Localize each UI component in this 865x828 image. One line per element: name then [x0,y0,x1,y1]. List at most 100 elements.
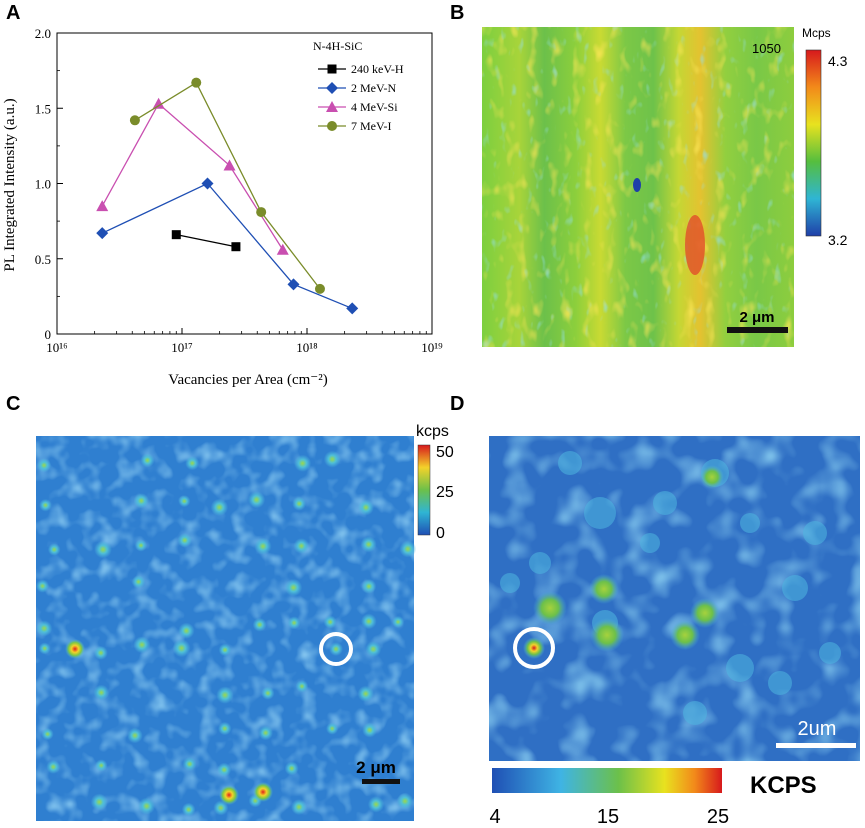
bright-emitter-spot [65,639,85,659]
legend-marker [327,121,337,131]
x-tick-label: 10¹⁹ [421,340,443,355]
y-axis-label: PL Integrated Intensity (a.u.) [2,98,18,271]
data-point-1 [96,227,109,240]
data-point-3 [256,207,267,218]
emitter-spot [293,454,312,472]
map-d-spots [500,451,841,725]
circled-emitter-spot [523,637,545,659]
emitter-spot [326,722,339,735]
map-c-colorbar-unit: kcps [416,423,449,440]
map-d-tick-4: 4 [489,806,500,828]
background-spot [640,533,660,553]
emitter-spot [323,450,341,468]
emitter-spot [284,578,303,597]
y-tick-label: 1.0 [35,177,51,192]
panel-label-d: D [450,393,465,415]
data-point-1 [287,278,300,291]
background-spot [500,573,520,593]
emitter-spot [258,725,274,741]
emitter-spot [131,575,146,589]
data-point-2 [276,243,289,255]
map-c-tick-0: 0 [436,525,445,542]
emitter-spot [399,540,417,558]
emitter-spot [589,574,619,604]
emitter-spot [360,613,377,630]
panel-label-c: C [6,393,21,415]
emitter-spot [216,686,234,704]
emitter-spot [39,498,52,512]
emitter-spot [213,800,229,816]
background-spot [803,521,827,545]
emitter-spot [181,802,196,817]
pl-map-d: 2um KCPS 4 15 25 [489,436,860,828]
emitter-spot [365,641,382,658]
map-c-scalebar-label: 2 μm [356,758,396,777]
x-tick-label: 10¹⁷ [171,340,192,355]
emitter-spot [292,496,307,511]
emitter-spot [94,540,112,559]
emitter-spot [252,617,267,632]
emitter-spot [95,759,108,772]
emitter-spot [177,532,192,548]
emitter-spot [295,679,309,693]
circled-emitter-spot [329,642,343,656]
panel-label-b: B [450,2,465,24]
data-point-1 [201,177,214,190]
emitter-spot [36,458,52,473]
data-point-3 [191,77,202,88]
emitter-spot [357,685,374,703]
emitter-spot [36,620,53,637]
y-tick-label: 1.5 [35,101,51,116]
panel-label-a: A [6,2,21,24]
bright-emitter-spot [253,782,273,802]
pl-map-c: 2 μm kcps 50 25 0 [35,423,454,821]
emitter-spot [533,591,567,625]
emitter-spot [140,453,155,468]
emitter-spot [284,761,299,776]
emitter-spot [357,499,374,516]
data-point-3 [314,283,325,294]
y-tick-label: 0 [45,327,52,342]
emitter-spot [127,727,143,744]
map-b-dark-spot [633,178,641,192]
emitter-spot [138,797,156,815]
emitter-spot [178,495,191,508]
emitter-spot [46,759,61,774]
pl-map-b: 1050 2 μm Mcps 4.3 3.2 [482,26,848,347]
plot-frame [56,32,433,335]
data-point-2 [96,200,109,212]
map-d-scalebar [776,743,856,748]
background-spot [653,491,677,515]
emitter-spot [287,616,301,630]
map-b-colorbar-max: 4.3 [828,53,848,69]
background-spot [558,451,582,475]
map-c-texture [36,436,414,821]
emitter-spot [93,684,110,701]
legend-marker [326,101,338,112]
emitter-spot [247,491,266,509]
map-d-highlight-circle [513,627,555,669]
legend-title: N-4H-SiC [313,39,362,53]
map-c-highlight-circle [319,632,353,666]
series-line-0 [176,234,237,248]
bright-emitter-spot [219,785,239,805]
emitter-spot [362,722,378,738]
data-point-0 [231,242,241,252]
x-tick-label: 10¹⁸ [296,340,318,355]
map-c-spots [35,450,417,817]
data-point-3 [129,115,140,126]
emitter-spot [38,642,51,655]
emitter-spot [93,645,108,660]
map-b-corner-label: 1050 [752,41,781,56]
background-spot [584,497,616,529]
emitter-spot [254,537,272,555]
map-c-tick-50: 50 [436,444,454,461]
map-b-scalebar-label: 2 μm [739,309,774,326]
map-c-colorbar [417,444,431,536]
emitter-spot [133,636,151,654]
map-d-colorbar-unit: KCPS [750,772,817,799]
emitter-spot [41,728,54,741]
map-b-scalebar [727,327,788,333]
emitter-spot [172,639,191,658]
x-tick-label: 10¹⁶ [46,340,67,355]
